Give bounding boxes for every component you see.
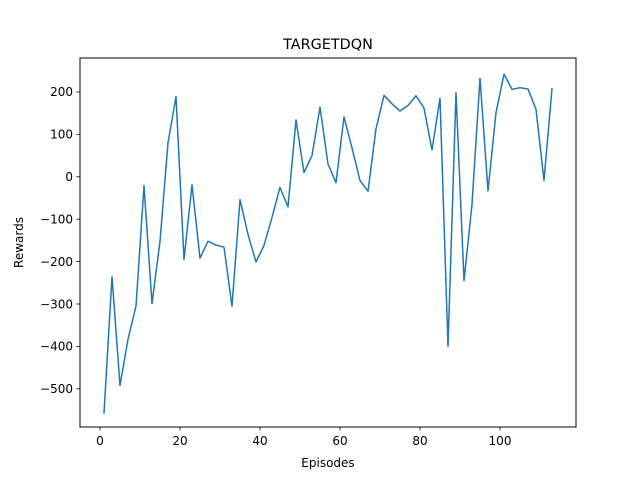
x-tick-label: 60 (332, 434, 347, 448)
axes-frame (79, 57, 577, 428)
series-line (103, 73, 553, 414)
y-tick-label: 0 (65, 170, 73, 184)
plot-area (103, 73, 553, 414)
x-axis-label: Episodes (301, 456, 354, 470)
y-tick-label: 100 (50, 128, 73, 142)
x-tick-label: 0 (96, 434, 104, 448)
y-axis: −500 −400 −300 −200 −100 0 100 200 (40, 85, 80, 396)
x-tick-label: 100 (489, 434, 512, 448)
y-tick-label: −100 (40, 212, 73, 226)
x-tick-label: 40 (252, 434, 267, 448)
x-axis: 0 20 40 60 80 100 (96, 427, 511, 448)
y-axis-label: Rewards (12, 217, 26, 268)
y-tick-label: −500 (40, 382, 73, 396)
x-tick-label: 80 (412, 434, 427, 448)
y-tick-label: −400 (40, 340, 73, 354)
x-tick-label: 20 (172, 434, 187, 448)
chart-title: TARGETDQN (282, 37, 373, 53)
y-tick-label: 200 (50, 85, 73, 99)
y-tick-label: −300 (40, 297, 73, 311)
y-tick-label: −200 (40, 255, 73, 269)
